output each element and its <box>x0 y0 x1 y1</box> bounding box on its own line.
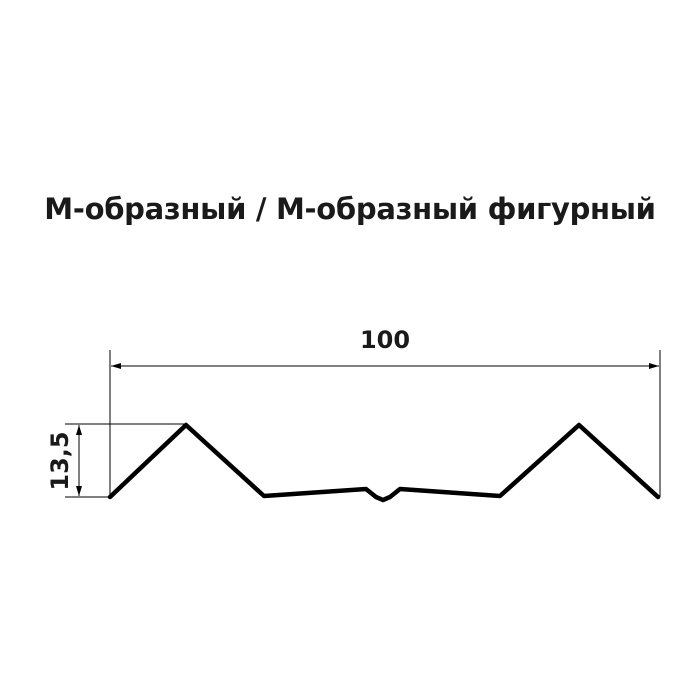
profile-outline <box>107 422 661 503</box>
width-label: 100 <box>360 326 410 354</box>
diagram-title: М-образный / М-образный фигурный <box>44 192 656 226</box>
height-label: 13,5 <box>46 431 74 490</box>
